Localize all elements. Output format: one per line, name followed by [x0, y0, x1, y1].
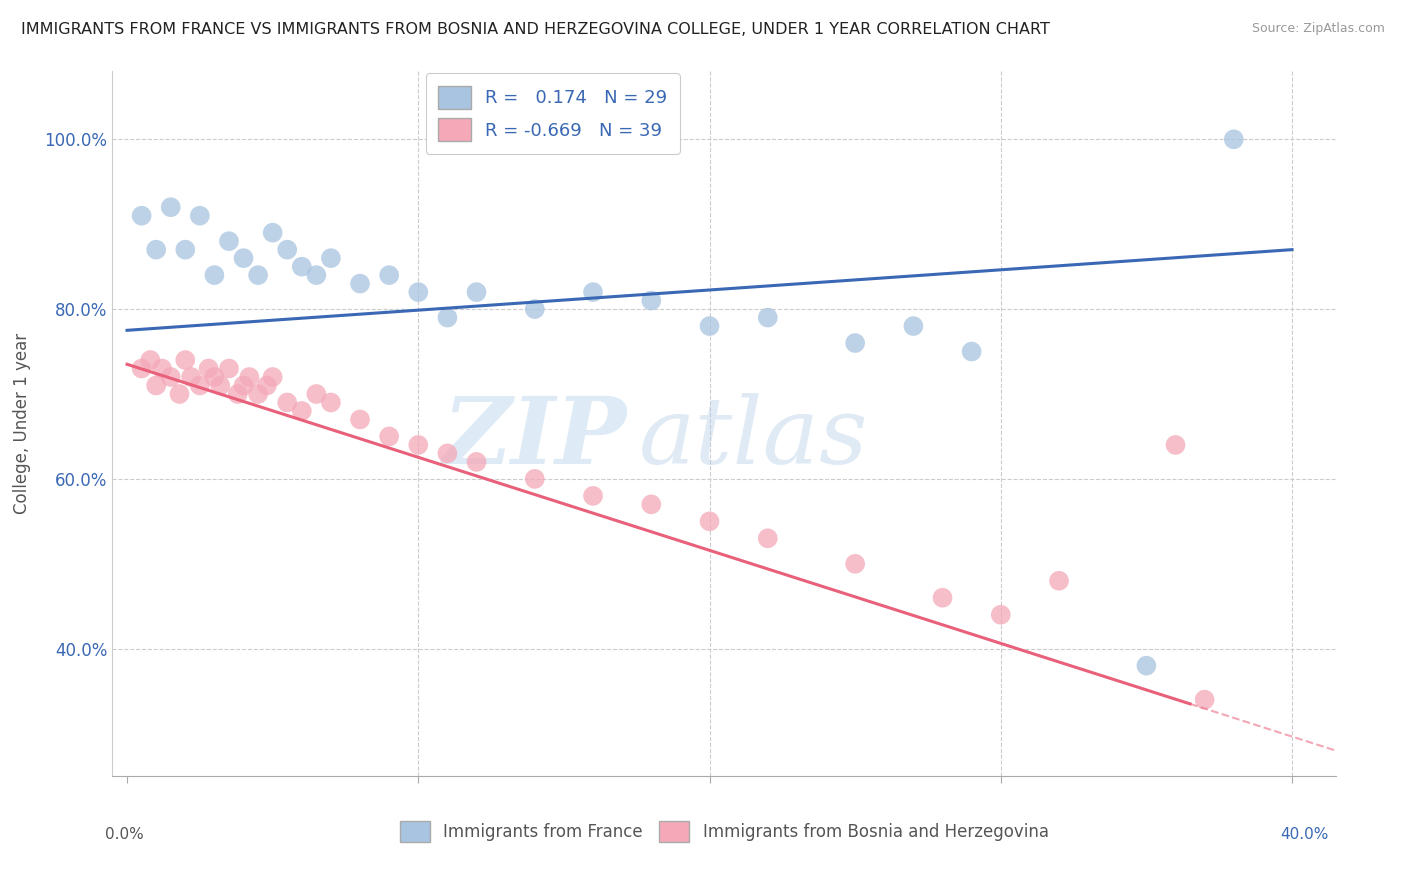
- Point: [131, 209, 153, 223]
- Point: [238, 370, 260, 384]
- Point: [844, 336, 866, 351]
- Point: [226, 387, 249, 401]
- Point: [204, 268, 226, 282]
- Point: [582, 489, 605, 503]
- Point: [378, 429, 401, 443]
- Point: [1135, 658, 1157, 673]
- Point: [262, 226, 284, 240]
- Point: [232, 251, 254, 265]
- Point: [291, 260, 314, 274]
- Point: [582, 285, 605, 299]
- Point: [247, 387, 270, 401]
- Point: [197, 361, 219, 376]
- Point: [436, 446, 458, 460]
- Point: [349, 412, 371, 426]
- Point: [319, 395, 342, 409]
- Point: [349, 277, 371, 291]
- Point: [1223, 132, 1246, 146]
- Point: [159, 200, 181, 214]
- Text: Source: ZipAtlas.com: Source: ZipAtlas.com: [1251, 22, 1385, 36]
- Point: [990, 607, 1012, 622]
- Point: [188, 378, 211, 392]
- Point: [145, 378, 167, 392]
- Point: [640, 497, 662, 511]
- Point: [276, 243, 298, 257]
- Point: [319, 251, 342, 265]
- Point: [931, 591, 953, 605]
- Point: [188, 209, 211, 223]
- Point: [1164, 438, 1187, 452]
- Point: [436, 310, 458, 325]
- Point: [699, 514, 721, 528]
- Legend: Immigrants from France, Immigrants from Bosnia and Herzegovina: Immigrants from France, Immigrants from …: [392, 814, 1056, 849]
- Point: [408, 438, 430, 452]
- Point: [756, 531, 779, 545]
- Point: [139, 353, 162, 368]
- Point: [218, 234, 240, 248]
- Point: [180, 370, 202, 384]
- Point: [465, 455, 488, 469]
- Point: [174, 353, 197, 368]
- Point: [169, 387, 191, 401]
- Text: 0.0%: 0.0%: [105, 827, 145, 841]
- Text: 40.0%: 40.0%: [1281, 827, 1329, 841]
- Point: [1047, 574, 1070, 588]
- Point: [305, 268, 328, 282]
- Point: [523, 472, 546, 486]
- Point: [262, 370, 284, 384]
- Text: ZIP: ZIP: [441, 392, 626, 483]
- Point: [1194, 692, 1216, 706]
- Point: [218, 361, 240, 376]
- Point: [305, 387, 328, 401]
- Point: [378, 268, 401, 282]
- Text: IMMIGRANTS FROM FRANCE VS IMMIGRANTS FROM BOSNIA AND HERZEGOVINA COLLEGE, UNDER : IMMIGRANTS FROM FRANCE VS IMMIGRANTS FRO…: [21, 22, 1050, 37]
- Point: [903, 319, 925, 334]
- Point: [145, 243, 167, 257]
- Point: [465, 285, 488, 299]
- Text: atlas: atlas: [638, 392, 868, 483]
- Point: [159, 370, 181, 384]
- Point: [276, 395, 298, 409]
- Point: [247, 268, 270, 282]
- Point: [150, 361, 173, 376]
- Point: [256, 378, 278, 392]
- Point: [232, 378, 254, 392]
- Point: [523, 302, 546, 317]
- Point: [699, 319, 721, 334]
- Y-axis label: College, Under 1 year: College, Under 1 year: [13, 333, 31, 515]
- Point: [204, 370, 226, 384]
- Point: [960, 344, 983, 359]
- Point: [640, 293, 662, 308]
- Point: [291, 404, 314, 418]
- Point: [756, 310, 779, 325]
- Point: [131, 361, 153, 376]
- Point: [174, 243, 197, 257]
- Point: [408, 285, 430, 299]
- Point: [209, 378, 232, 392]
- Point: [844, 557, 866, 571]
